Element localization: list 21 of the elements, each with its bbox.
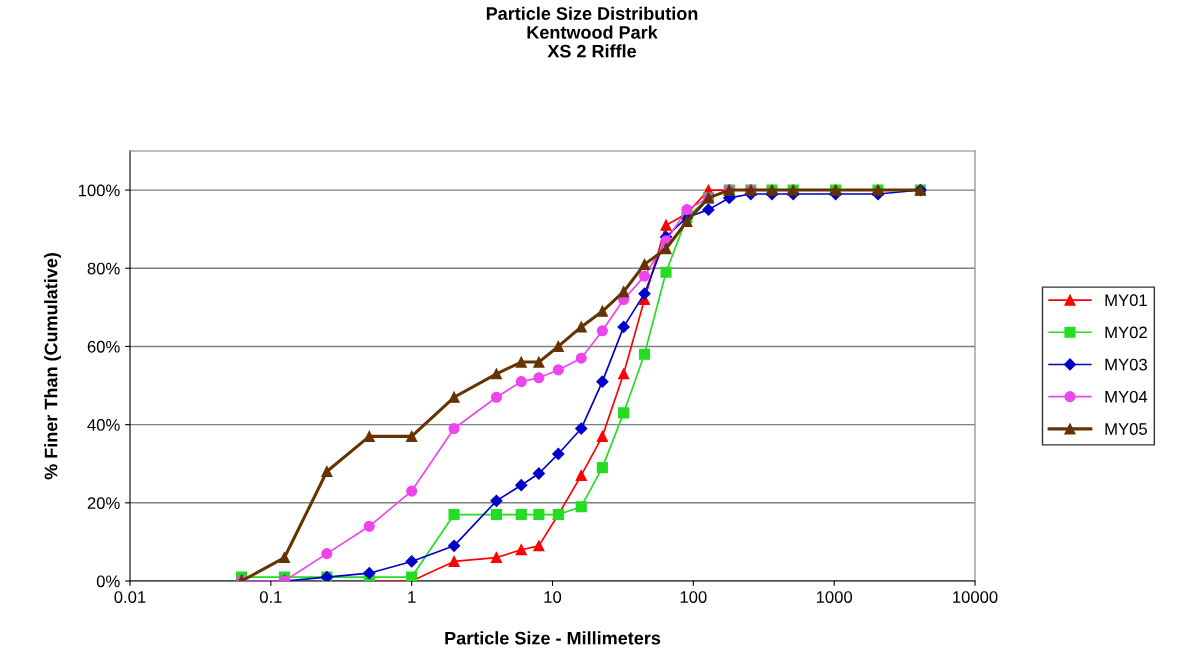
- legend-label: MY01: [1105, 294, 1147, 307]
- x-tick-label: 0.01: [114, 591, 146, 603]
- legend-label: MY02: [1105, 326, 1147, 339]
- y-tick-label: 100%: [78, 184, 120, 197]
- y-tick-label: 60%: [87, 340, 120, 353]
- legend-label: MY03: [1105, 358, 1147, 371]
- y-tick-label: 20%: [87, 497, 120, 510]
- x-tick-label: 10000: [953, 591, 998, 603]
- x-tick-label: 1: [408, 591, 416, 603]
- legend-label: MY04: [1105, 390, 1148, 403]
- x-tick-label: 0.1: [259, 591, 282, 603]
- y-tick-label: 0%: [96, 575, 120, 588]
- x-tick-label: 1000: [816, 591, 853, 603]
- x-axis-title: Particle Size - Millimeters: [445, 631, 661, 645]
- x-tick-label: 100: [680, 591, 707, 603]
- y-tick-label: 80%: [87, 262, 120, 275]
- y-tick-label: 40%: [87, 419, 120, 431]
- y-axis-title: % Finer Than (Cumulative): [44, 253, 61, 480]
- legend-label: MY05: [1105, 423, 1147, 435]
- x-tick-label: 10: [544, 591, 562, 603]
- chart-title: Particle Size Distribution Kentwood Park XS 2 Riffle: [486, 6, 698, 58]
